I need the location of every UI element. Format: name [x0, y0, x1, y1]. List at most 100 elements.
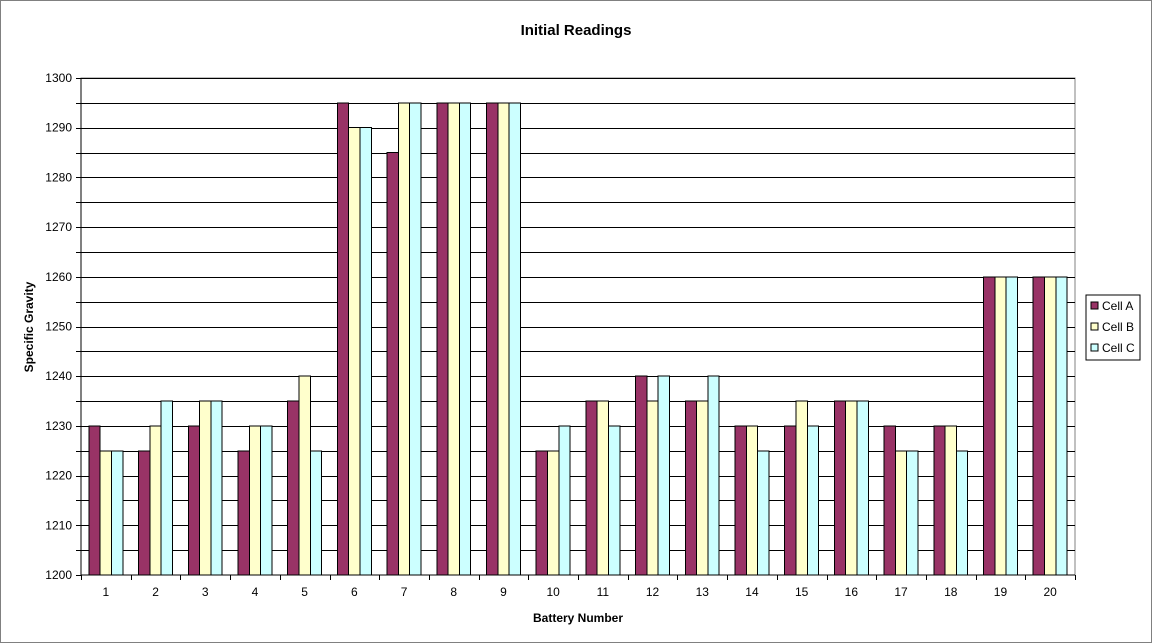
bar-cell-b: [646, 400, 659, 576]
bar-cell-c: [757, 450, 770, 576]
bar-cell-c: [359, 127, 372, 576]
x-tick-label: 5: [301, 585, 308, 599]
x-tick-label: 8: [450, 585, 457, 599]
x-tick-label: 1: [103, 585, 110, 599]
y-tick-labels: 1200 1210 1220 1230 1240 1250 1260 1270 1280 1290…: [45, 71, 72, 582]
bar-cell-a: [784, 425, 797, 576]
x-tick-label: 15: [795, 585, 809, 599]
x-tick-label: 6: [351, 585, 358, 599]
bar-cell-a: [585, 400, 598, 576]
bar-cell-a: [187, 425, 201, 576]
x-tick-label: 16: [845, 585, 859, 599]
y-tick-label: 1250: [45, 320, 72, 334]
bar-cell-b: [298, 375, 311, 576]
y-tick-label: 1290: [45, 121, 72, 135]
bar-cell-c: [1005, 276, 1018, 576]
x-tick-label: 12: [646, 585, 660, 599]
x-tick-label: 9: [500, 585, 507, 599]
bar-cell-b: [845, 400, 858, 576]
bar-cell-a: [1032, 276, 1045, 576]
bar-cell-b: [447, 102, 460, 576]
bar-cell-b: [497, 102, 510, 576]
bar-cell-b: [547, 450, 560, 576]
y-tick-label: 1210: [45, 518, 72, 532]
bar-cell-b: [99, 450, 112, 576]
bar-cell-a: [933, 425, 946, 576]
bar-cell-b: [397, 102, 411, 576]
bar-cell-c: [458, 102, 472, 576]
bar-cell-c: [210, 400, 223, 576]
chart-title: Initial Readings: [521, 22, 632, 39]
bar-cell-a: [336, 102, 350, 576]
bar-cell-c: [955, 450, 969, 576]
x-tick-labels: 1 2 3 4 5 6 7 8 9 10 11 12 13 14 15 16 17 18 19 20: [103, 585, 1058, 599]
bars: [88, 102, 1068, 576]
bar-cell-a: [883, 425, 896, 576]
bar-cell-a: [88, 425, 101, 576]
bar-cell-c: [160, 400, 173, 576]
x-tick-label: 3: [202, 585, 209, 599]
bar-cell-b: [1044, 276, 1057, 576]
x-tick-label: 18: [944, 585, 958, 599]
bar-cell-a: [436, 102, 449, 576]
bar-cell-a: [237, 450, 250, 576]
bar-cell-b: [944, 425, 957, 576]
bar-cell-c: [806, 425, 820, 576]
bar-cell-a: [684, 400, 698, 576]
y-tick-label: 1240: [45, 369, 72, 383]
bar-cell-a: [386, 152, 399, 576]
x-tick-label: 17: [894, 585, 908, 599]
legend-swatch: [1090, 322, 1099, 331]
bar-cell-a: [287, 400, 300, 576]
bar-cell-c: [111, 450, 124, 576]
y-tick-label: 1260: [45, 270, 72, 284]
bar-cell-a: [734, 425, 747, 576]
bar-cell-b: [199, 400, 212, 576]
y-tick-label: 1220: [45, 469, 72, 483]
bar-cell-a: [138, 450, 151, 576]
bar-cell-c: [856, 400, 869, 576]
legend: Cell A Cell B Cell C: [1085, 294, 1141, 361]
y-axis-title: Specific Gravity: [22, 281, 36, 372]
bar-cell-a: [983, 276, 996, 576]
bar-cell-c: [608, 425, 621, 576]
bar-cell-b: [248, 425, 262, 576]
x-axis-title: Battery Number: [533, 611, 623, 625]
x-tick-label: 19: [994, 585, 1008, 599]
bar-cell-c: [409, 102, 422, 576]
x-tick-label: 4: [252, 585, 259, 599]
bar-cell-c: [309, 450, 323, 576]
bar-cell-b: [348, 127, 361, 576]
bar-cell-b: [795, 400, 808, 576]
bar-cell-c: [906, 450, 919, 576]
y-tick-label: 1270: [45, 220, 72, 234]
legend-label: Cell A: [1102, 299, 1133, 313]
bar-cell-a: [486, 102, 499, 576]
bar-cell-a: [833, 400, 847, 576]
bar-cell-c: [508, 102, 521, 576]
bar-cell-b: [596, 400, 610, 576]
bar-cell-b: [745, 425, 759, 576]
y-tick-label: 1230: [45, 419, 72, 433]
legend-swatch: [1090, 343, 1099, 352]
y-tick-label: 1300: [45, 71, 72, 85]
x-tick-label: 10: [546, 585, 560, 599]
legend-label: Cell B: [1102, 320, 1134, 334]
x-tick-label: 7: [401, 585, 408, 599]
bar-cell-c: [657, 375, 671, 576]
x-tick-label: 11: [597, 585, 610, 599]
x-tick-label: 14: [745, 585, 759, 599]
x-tick-label: 2: [152, 585, 159, 599]
y-tick-label: 1280: [45, 170, 72, 184]
bar-cell-c: [707, 375, 720, 576]
bar-cell-a: [535, 450, 549, 576]
bar-cell-c: [1055, 276, 1068, 576]
legend-label: Cell C: [1102, 341, 1135, 355]
bar-cell-b: [894, 450, 908, 576]
bar-cell-c: [260, 425, 273, 576]
bar-cell-c: [558, 425, 571, 576]
bar-cell-b: [696, 400, 709, 576]
bar-cell-b: [994, 276, 1007, 576]
